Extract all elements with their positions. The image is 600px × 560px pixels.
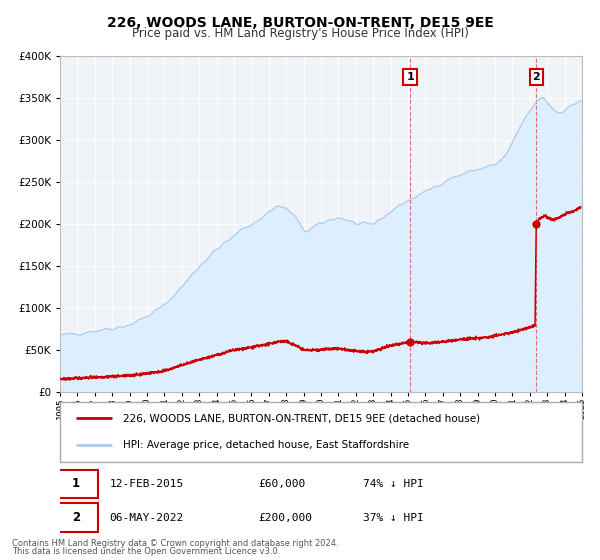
FancyBboxPatch shape xyxy=(55,503,98,532)
Text: 74% ↓ HPI: 74% ↓ HPI xyxy=(363,479,424,489)
FancyBboxPatch shape xyxy=(60,402,582,462)
Text: 37% ↓ HPI: 37% ↓ HPI xyxy=(363,512,424,522)
Text: 1: 1 xyxy=(406,72,414,82)
Text: Price paid vs. HM Land Registry's House Price Index (HPI): Price paid vs. HM Land Registry's House … xyxy=(131,27,469,40)
Text: £60,000: £60,000 xyxy=(259,479,305,489)
Text: 226, WOODS LANE, BURTON-ON-TRENT, DE15 9EE (detached house): 226, WOODS LANE, BURTON-ON-TRENT, DE15 9… xyxy=(122,413,480,423)
Text: £200,000: £200,000 xyxy=(259,512,313,522)
Text: 12-FEB-2015: 12-FEB-2015 xyxy=(110,479,184,489)
Text: 06-MAY-2022: 06-MAY-2022 xyxy=(110,512,184,522)
Text: 2: 2 xyxy=(72,511,80,524)
Text: HPI: Average price, detached house, East Staffordshire: HPI: Average price, detached house, East… xyxy=(122,440,409,450)
FancyBboxPatch shape xyxy=(55,469,98,498)
Text: Contains HM Land Registry data © Crown copyright and database right 2024.: Contains HM Land Registry data © Crown c… xyxy=(12,539,338,548)
Text: This data is licensed under the Open Government Licence v3.0.: This data is licensed under the Open Gov… xyxy=(12,548,280,557)
Text: 1: 1 xyxy=(72,477,80,491)
Text: 226, WOODS LANE, BURTON-ON-TRENT, DE15 9EE: 226, WOODS LANE, BURTON-ON-TRENT, DE15 9… xyxy=(107,16,493,30)
Text: 2: 2 xyxy=(532,72,540,82)
